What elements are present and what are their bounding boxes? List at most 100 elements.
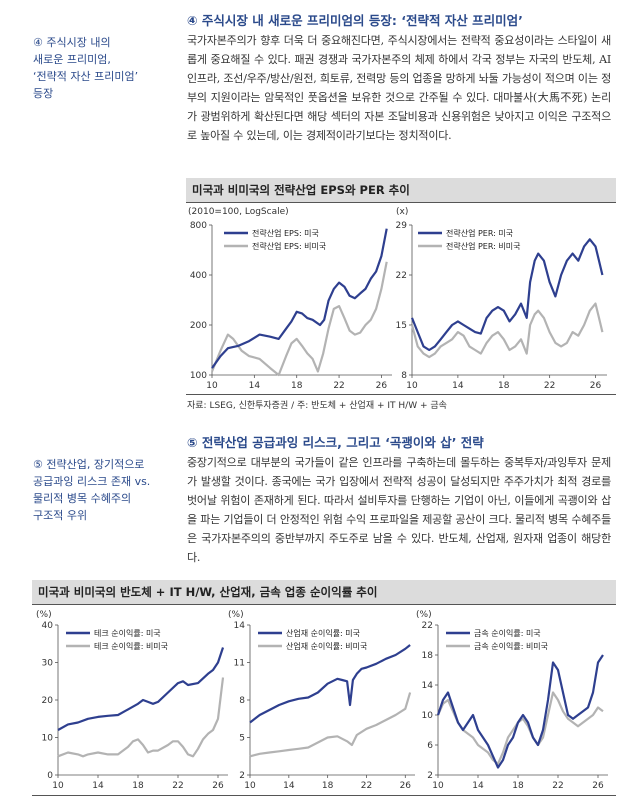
y-tick-label: 40 (42, 621, 54, 631)
y-tick-label: 6 (427, 741, 433, 751)
legend-label: 테크 순이익률: 비미국 (94, 641, 168, 651)
x-tick-label: 10 (406, 381, 418, 391)
section4-sidebar: ④ 주식시장 내의 새로운 프리미엄, ‘전략적 자산 프리미엄’ 등장 (33, 34, 178, 102)
legend-label: 금속 순이익률: 미국 (474, 628, 541, 638)
y-tick-label: 14 (422, 681, 434, 691)
chart1-source: 자료: LSEG, 신한투자증권 / 주: 반도체 + 산업재 + IT H/W… (187, 401, 447, 411)
x-tick-label: 18 (322, 781, 334, 791)
y-tick-label: 10 (422, 711, 434, 721)
x-tick-label: 26 (376, 381, 388, 391)
y-tick-label: 20 (42, 696, 54, 706)
y-tick-label: 18 (422, 651, 434, 661)
series-nonus-line (410, 302, 604, 359)
x-tick-label: 14 (249, 381, 261, 391)
series-nonus-line (57, 677, 225, 758)
series-nonus-line (249, 692, 412, 758)
legend-label: 전략산업 EPS: 비미국 (252, 241, 326, 251)
x-tick-label: 14 (283, 781, 295, 791)
y-tick-label: 100 (190, 371, 207, 381)
y-tick-label: 15 (396, 321, 407, 331)
y-unit-label: (%) (36, 610, 52, 620)
series-us-line (410, 238, 604, 352)
sidebar-line: ④ 주식시장 내의 (33, 36, 111, 49)
section4-title: ④ 주식시장 내 새로운 프리미엄의 등장: ‘전략적 자산 프리미엄’ (187, 13, 523, 28)
sidebar-line: 새로운 프리미엄, (33, 53, 111, 66)
y-tick-label: 800 (190, 221, 207, 231)
y-tick-label: 0 (47, 771, 53, 781)
series-us-line (57, 647, 225, 731)
chart1-title-bar: 미국과 비미국의 전략산업 EPS와 PER 추이 (186, 178, 616, 202)
x-tick-label: 18 (132, 781, 144, 791)
section5-sidebar: ⑤ 전략산업, 장기적으로 공급과잉 리스크 존재 vs. 물리적 병목 수혜주… (33, 456, 183, 524)
x-tick-label: 18 (291, 381, 303, 391)
section4-body: 국가자본주의가 향후 더욱 더 중요해진다면, 주식시장에서는 전략적 중요성이… (187, 34, 611, 142)
x-tick-label: 22 (361, 781, 372, 791)
y-tick-label: 2 (239, 771, 245, 781)
x-tick-label: 14 (92, 781, 104, 791)
series-us-line (249, 644, 411, 724)
x-tick-label: 10 (244, 781, 256, 791)
x-tick-label: 26 (400, 781, 412, 791)
x-tick-label: 10 (432, 781, 444, 791)
x-tick-label: 18 (512, 781, 524, 791)
legend-label: 금속 순이익률: 비미국 (474, 641, 548, 651)
chart2-top-rule (32, 604, 616, 605)
y-tick-label: 22 (396, 271, 407, 281)
sidebar-line: 등장 (33, 87, 54, 100)
chart1-left-note: (2010=100, LogScale) (188, 207, 289, 217)
legend-label: 전략산업 EPS: 미국 (252, 228, 319, 238)
sidebar-line: ⑤ 전략산업, 장기적으로 (33, 458, 145, 471)
x-tick-label: 10 (206, 381, 218, 391)
sidebar-line: 구조적 우위 (33, 509, 88, 522)
x-tick-label: 22 (172, 781, 183, 791)
legend-label: 산업재 순이익률: 비미국 (286, 641, 367, 651)
chart1-bottom-rule (186, 394, 616, 395)
x-tick-label: 26 (592, 781, 604, 791)
chart2-bottom-rule (32, 795, 616, 796)
y-tick-label: 8 (401, 371, 407, 381)
y-tick-label: 2 (427, 771, 433, 781)
x-tick-label: 26 (590, 381, 602, 391)
y-tick-label: 200 (190, 321, 207, 331)
x-tick-label: 18 (498, 381, 510, 391)
legend-label: 전략산업 PER: 비미국 (446, 241, 521, 251)
y-tick-label: 14 (234, 621, 246, 631)
y-tick-label: 10 (42, 734, 54, 744)
x-tick-label: 22 (544, 381, 555, 391)
y-tick-label: 29 (396, 221, 408, 231)
section5-body: 중장기적으로 대부분의 국가들이 같은 인프라를 구축하는데 몰두하는 중복투자… (187, 456, 611, 564)
section5-title: ⑤ 전략산업 공급과잉 리스크, 그리고 ‘곡괭이와 삽’ 전략 (187, 435, 484, 450)
sidebar-line: ‘전략적 자산 프리미엄’ (33, 70, 139, 83)
legend-label: 전략산업 PER: 미국 (446, 228, 513, 238)
sidebar-line: 물리적 병목 수혜주의 (33, 492, 132, 505)
legend-label: 산업재 순이익률: 미국 (286, 628, 360, 638)
y-unit-label: (%) (228, 610, 244, 620)
series-us-line (211, 228, 388, 369)
y-tick-label: 22 (422, 621, 433, 631)
series-nonus-line (210, 261, 388, 377)
chart1-right-note: (x) (396, 207, 408, 217)
x-tick-label: 14 (472, 781, 484, 791)
x-tick-label: 26 (212, 781, 224, 791)
x-tick-label: 10 (52, 781, 64, 791)
y-tick-label: 30 (42, 659, 54, 669)
y-unit-label: (%) (416, 610, 432, 620)
legend-label: 테크 순이익률: 미국 (94, 628, 161, 638)
x-tick-label: 22 (552, 781, 563, 791)
y-tick-label: 8 (239, 696, 245, 706)
chart1-top-rule (186, 202, 616, 203)
x-tick-label: 22 (333, 381, 344, 391)
sidebar-line: 공급과잉 리스크 존재 vs. (33, 475, 151, 488)
y-tick-label: 11 (234, 659, 245, 669)
y-tick-label: 400 (190, 271, 207, 281)
chart1-svg: (2010=100, LogScale) 100 200 400 800 10 14 18 22… (188, 207, 607, 391)
x-tick-label: 14 (452, 381, 464, 391)
y-tick-label: 5 (239, 734, 245, 744)
series-us-line (436, 654, 604, 769)
